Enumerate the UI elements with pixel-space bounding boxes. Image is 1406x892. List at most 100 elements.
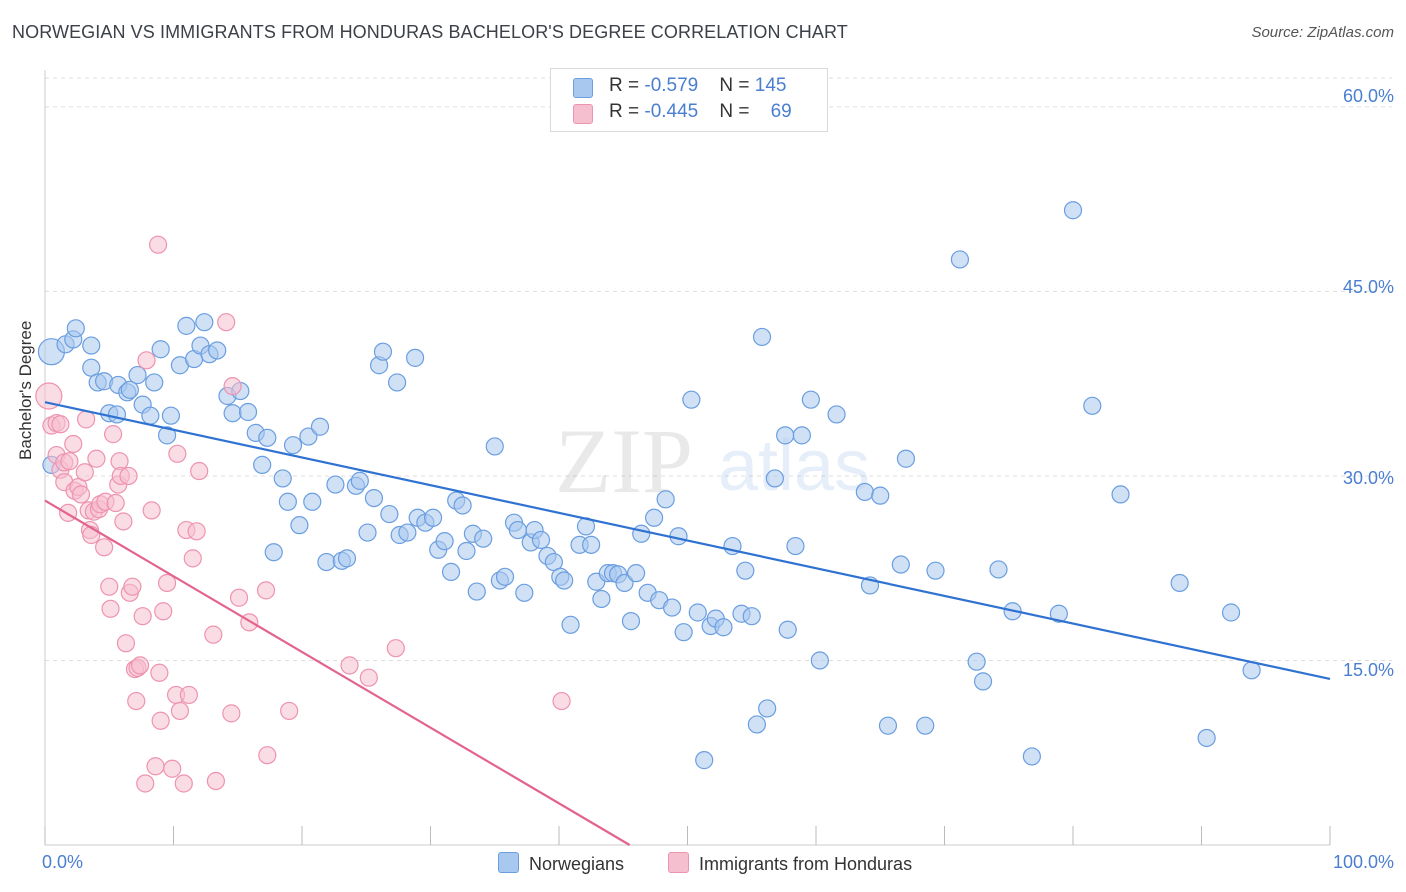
norwegian-point xyxy=(350,471,369,490)
honduras-point xyxy=(95,538,114,557)
legend-item-honduras: Immigrants from Honduras xyxy=(668,852,912,875)
honduras-point xyxy=(223,377,242,396)
norwegian-point xyxy=(615,573,634,593)
honduras-point xyxy=(137,351,156,370)
honduras-point xyxy=(119,466,138,486)
honduras-point xyxy=(64,434,83,454)
n-value: 69 xyxy=(770,101,792,122)
norwegian-point xyxy=(626,564,646,583)
norwegian-point xyxy=(290,516,309,535)
norwegian-point xyxy=(765,469,784,488)
legend-swatch-pink xyxy=(573,104,593,124)
norwegian-point xyxy=(810,651,829,670)
norwegian-point xyxy=(317,552,336,572)
norwegian-point xyxy=(801,390,820,409)
honduras-point xyxy=(163,759,182,778)
honduras-point xyxy=(146,757,165,776)
norwegian-point xyxy=(238,402,258,422)
norwegian-point xyxy=(778,620,797,639)
y-tick-label: 30.0% xyxy=(1342,468,1394,488)
norwegian-point xyxy=(736,561,755,580)
norwegian-point xyxy=(531,530,551,550)
honduras-point xyxy=(183,549,202,568)
honduras-point xyxy=(168,444,187,463)
honduras-point xyxy=(179,685,199,705)
honduras-point xyxy=(136,774,155,793)
norwegian-point xyxy=(644,508,664,527)
x-tick-label: 100.0% xyxy=(1332,852,1394,872)
honduras-point xyxy=(127,691,146,711)
honduras-point xyxy=(258,746,277,765)
norwegian-point xyxy=(662,598,682,617)
honduras-point xyxy=(340,656,359,675)
norwegian-point xyxy=(467,582,486,601)
honduras-point xyxy=(130,656,150,675)
norwegian-point xyxy=(151,340,170,359)
norwegian-point xyxy=(107,405,127,424)
honduras-point xyxy=(190,461,209,481)
norwegian-point xyxy=(161,406,181,425)
axes xyxy=(44,70,1331,846)
norwegian-point xyxy=(891,555,910,574)
honduras-point xyxy=(222,704,241,723)
norwegian-point xyxy=(120,380,139,399)
honduras-point xyxy=(35,382,63,410)
honduras-point xyxy=(552,691,571,711)
honduras-point xyxy=(60,452,79,471)
norwegian-point xyxy=(358,523,377,542)
y-tick-label: 45.0% xyxy=(1342,277,1394,297)
norwegian-point xyxy=(1170,573,1189,593)
honduras-point xyxy=(217,313,236,332)
norwegian-point xyxy=(878,716,898,735)
norwegian-point xyxy=(747,715,766,734)
norwegian-point xyxy=(827,405,846,424)
norwegian-point xyxy=(264,543,283,562)
norwegian-point xyxy=(495,567,515,586)
honduras-point xyxy=(100,577,119,596)
norwegian-point xyxy=(283,436,303,455)
norwegians-points xyxy=(37,201,1261,770)
norwegian-point xyxy=(177,316,196,335)
honduras-point xyxy=(151,711,170,730)
norwegian-point xyxy=(855,482,874,502)
norwegian-point xyxy=(223,404,242,423)
norwegian-point xyxy=(1221,603,1241,622)
honduras-point xyxy=(157,573,177,593)
honduras-point xyxy=(104,425,123,444)
norwegian-point xyxy=(1083,396,1102,415)
norwegian-point xyxy=(682,390,701,409)
honduras-point xyxy=(75,463,94,482)
norwegian-point xyxy=(337,549,357,568)
norwegian-point xyxy=(926,561,945,580)
norwegian-point xyxy=(157,426,177,445)
honduras-point xyxy=(170,701,190,721)
legend-swatch-blue xyxy=(498,852,519,873)
honduras-point xyxy=(187,522,206,541)
honduras-point xyxy=(154,602,173,621)
norwegian-point xyxy=(303,492,322,511)
y-axis-label: Bachelor's Degree xyxy=(16,320,35,460)
n-value: 145 xyxy=(754,75,787,96)
norwegian-point xyxy=(405,348,425,367)
norwegian-point xyxy=(457,541,476,561)
honduras-point xyxy=(386,639,405,658)
norwegian-point xyxy=(786,536,805,556)
honduras-point xyxy=(280,701,299,721)
honduras-point xyxy=(133,607,152,626)
norwegian-point xyxy=(688,603,707,622)
norwegian-point xyxy=(208,341,227,360)
legend-swatch-pink xyxy=(668,852,689,873)
norwegian-point xyxy=(326,475,345,494)
norwegian-point xyxy=(555,571,574,590)
honduras-point xyxy=(101,599,120,618)
watermark: ZIP atlas xyxy=(555,410,870,512)
norwegian-point xyxy=(515,583,534,602)
honduras-point xyxy=(51,415,70,434)
honduras-point xyxy=(77,410,96,429)
norwegian-point xyxy=(714,618,733,637)
honduras-point xyxy=(87,449,106,468)
norwegian-point xyxy=(145,373,164,392)
norwegian-point xyxy=(656,490,675,509)
trend-lines xyxy=(44,401,1331,846)
